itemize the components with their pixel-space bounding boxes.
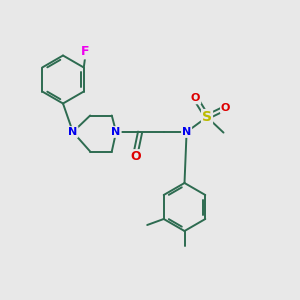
Text: N: N (182, 127, 191, 137)
Text: N: N (112, 127, 121, 137)
Text: F: F (81, 45, 89, 58)
Text: N: N (68, 127, 77, 137)
Text: O: O (191, 93, 200, 103)
Text: S: S (202, 110, 212, 124)
Text: O: O (130, 150, 141, 163)
Text: O: O (221, 103, 230, 113)
